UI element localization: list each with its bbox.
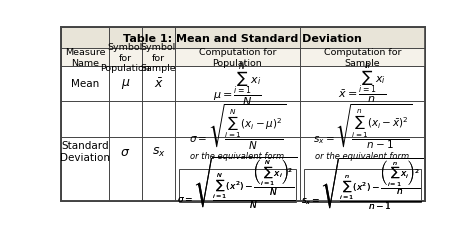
- Text: $s_x = \sqrt{\dfrac{\sum_{i=1}^{n}(x^2) - \dfrac{\left(\sum_{i=1}^{n}x_i\right)^: $s_x = \sqrt{\dfrac{\sum_{i=1}^{n}(x^2) …: [301, 155, 424, 211]
- Text: $\bar{x}$: $\bar{x}$: [154, 77, 164, 91]
- Text: $\sigma = \sqrt{\dfrac{\sum_{i=1}^{N}(x^2) - \dfrac{\left(\sum_{i=1}^{N}x_i\righ: $\sigma = \sqrt{\dfrac{\sum_{i=1}^{N}(x^…: [177, 155, 298, 211]
- Text: $s_x$: $s_x$: [152, 145, 165, 158]
- Bar: [61, 49, 425, 67]
- Text: Computation for
Population: Computation for Population: [199, 48, 276, 67]
- Bar: [61, 28, 425, 49]
- Text: or the equivalent form: or the equivalent form: [191, 151, 284, 160]
- Text: Table 1: Mean and Standard Deviation: Table 1: Mean and Standard Deviation: [124, 34, 362, 44]
- Text: $\bar{x} = \dfrac{\sum_{i=1}^{n} x_i}{n}$: $\bar{x} = \dfrac{\sum_{i=1}^{n} x_i}{n}…: [338, 62, 386, 106]
- Text: $\sigma = \sqrt{\dfrac{\sum_{i=1}^{N}(x_i - \mu)^2}{N}}$: $\sigma = \sqrt{\dfrac{\sum_{i=1}^{N}(x_…: [189, 102, 286, 151]
- Text: $\mu = \dfrac{\sum_{i=1}^{N} x_i}{N}$: $\mu = \dfrac{\sum_{i=1}^{N} x_i}{N}$: [213, 60, 262, 108]
- Text: Standard
Deviation: Standard Deviation: [60, 141, 110, 162]
- Text: $\sigma$: $\sigma$: [120, 145, 130, 158]
- Text: Mean: Mean: [71, 79, 99, 89]
- Text: $\mu$: $\mu$: [120, 77, 130, 91]
- Text: or the equivalent form: or the equivalent form: [315, 151, 410, 160]
- Text: $s_x = \sqrt{\dfrac{\sum_{i=1}^{n}(x_i - \bar{x})^2}{n-1}}$: $s_x = \sqrt{\dfrac{\sum_{i=1}^{n}(x_i -…: [312, 102, 412, 151]
- Bar: [179, 169, 296, 202]
- Text: Computation for
Sample: Computation for Sample: [324, 48, 401, 67]
- Bar: [303, 169, 421, 202]
- Text: Measure
Name: Measure Name: [65, 48, 105, 67]
- Text: Symbol
for
Sample: Symbol for Sample: [141, 43, 176, 73]
- Text: $\sigma = \sqrt{\dfrac{\sum_{i=1}^{N}(x^2) - \dfrac{\left(\sum_{i=1}^{N}x_i\righ: $\sigma = \sqrt{\dfrac{\sum_{i=1}^{N}(x^…: [177, 155, 298, 211]
- Text: $s_x = \sqrt{\dfrac{\sum_{i=1}^{n}(x^2) - \dfrac{\left(\sum_{i=1}^{n}x_i\right)^: $s_x = \sqrt{\dfrac{\sum_{i=1}^{n}(x^2) …: [301, 155, 424, 211]
- Text: Symbol
for
Population: Symbol for Population: [100, 43, 150, 73]
